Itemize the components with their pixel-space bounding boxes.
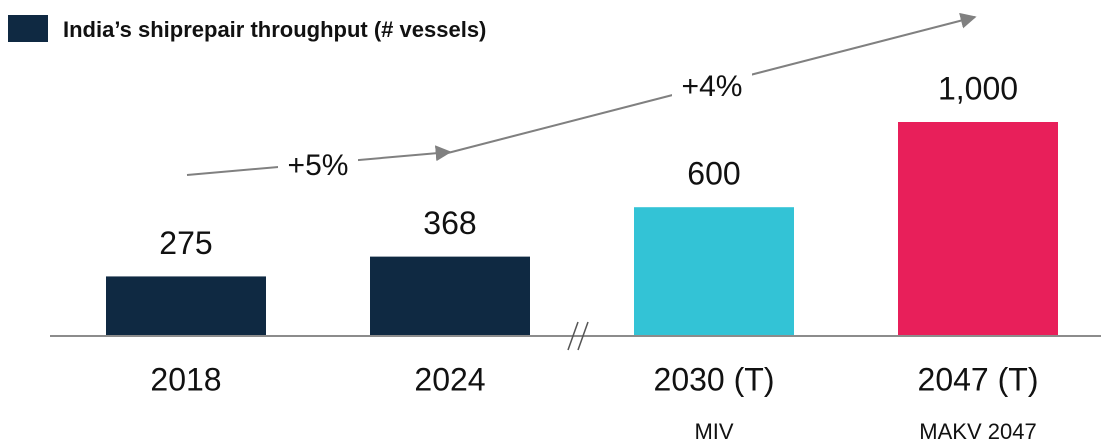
annotation: +5% [288,149,349,182]
data-label: 600 [687,156,740,192]
x-tick-label: 2047 (T) [918,361,1039,397]
axis-break [577,321,589,351]
annotation-bg [672,71,752,105]
annotation-bg [278,150,358,184]
bar [898,122,1058,335]
x-tick-label: 2030 (T) [654,361,775,397]
bar [370,256,530,335]
data-label: 368 [423,205,476,241]
bar [106,276,266,335]
chart-title: India’s shiprepair throughput (# vessels… [63,17,486,42]
x-tick-label: 2024 [414,361,485,397]
annotation: +4% [682,70,743,103]
legend-swatch [8,15,48,42]
bar [634,207,794,335]
data-label: 1,000 [938,70,1018,106]
x-tick-label: 2018 [150,361,221,397]
axis-break [567,321,579,351]
x-sublabel: MAKV 2047 [919,419,1036,444]
x-sublabel: MIV [694,419,733,444]
data-label: 275 [159,225,212,261]
